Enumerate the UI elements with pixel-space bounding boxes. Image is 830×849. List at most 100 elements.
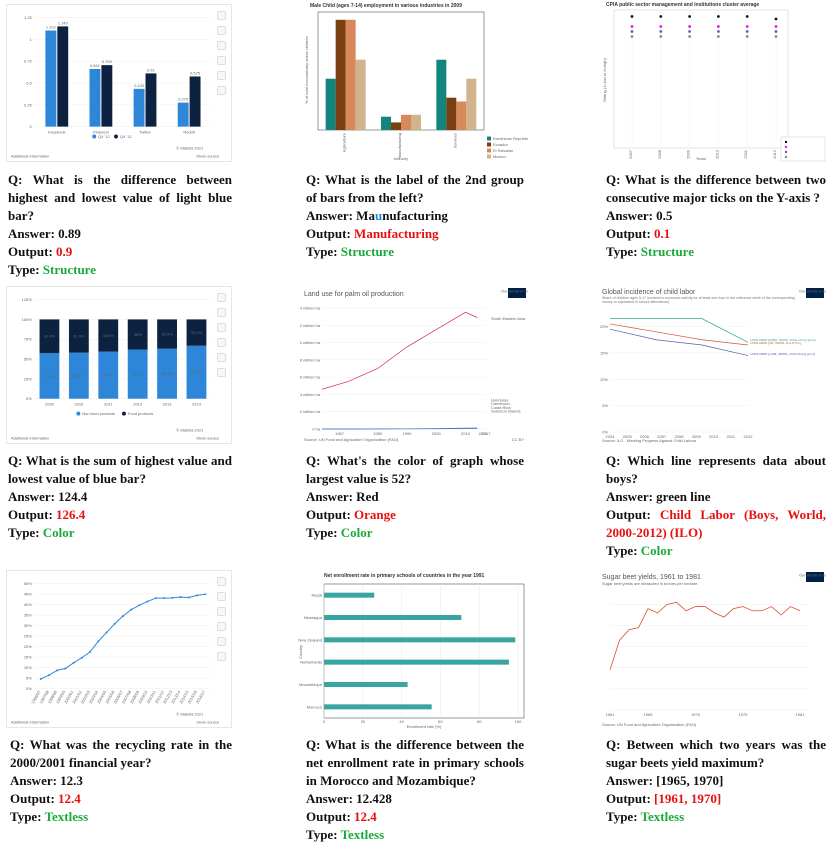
- x-tick-label: 2016: [479, 431, 489, 436]
- data-point: [630, 25, 634, 28]
- data-point: [47, 674, 50, 677]
- chart-thumbnail-7: 0% 5% 10% 15% 20% 25% 30% 35% 40% 45% 50% 1996/97 19…: [6, 570, 232, 728]
- chart-title: Sugar beet yields, 1961 to 1981: [602, 574, 701, 581]
- star-icon[interactable]: [217, 26, 226, 35]
- x-tick-label: Twitter: [139, 130, 151, 135]
- quote-icon[interactable]: [217, 637, 226, 646]
- answer-text: Answer: 12.3: [10, 773, 83, 788]
- x-tick-label: 1975: [739, 712, 749, 717]
- y-tick-label: 0.25: [24, 102, 32, 107]
- data-point: [630, 30, 634, 33]
- x-tick-label: Manufacturing: [397, 133, 402, 158]
- bell-icon[interactable]: [217, 293, 226, 302]
- star-icon[interactable]: [217, 308, 226, 317]
- data-label: 0.705: [102, 59, 113, 64]
- data-point: [97, 640, 100, 643]
- y-tick-label: 50%: [24, 581, 32, 586]
- answer-text: Answer: green line: [606, 489, 711, 504]
- download-icon[interactable]: [217, 607, 226, 616]
- data-point: [717, 30, 720, 33]
- output-text: Output: Manufacturing: [306, 226, 439, 241]
- legend-marker: [76, 411, 81, 416]
- series-label: Child Labor (Girls, World, 2000-2012) (I…: [750, 353, 815, 356]
- data-point: [630, 15, 634, 18]
- question-text: Q: What is the difference between two co…: [606, 172, 826, 205]
- legend-marker: [784, 155, 788, 159]
- bar-segment: [68, 352, 89, 399]
- type-text: Type: Color: [306, 525, 373, 540]
- chart-title: Land use for palm oil production: [304, 291, 404, 298]
- download-icon[interactable]: [217, 41, 226, 50]
- answer-text: Answer: 0.89: [8, 226, 81, 241]
- chart-thumbnail-8: Net enrollment rate in primary schools o…: [298, 570, 530, 730]
- bar: [324, 704, 432, 710]
- bar: [436, 59, 447, 131]
- share-icon[interactable]: [217, 338, 226, 347]
- legend-label: Ecuador: [493, 142, 509, 147]
- x-tick-label: 2004: [606, 434, 616, 439]
- y-tick-label: 20%: [600, 324, 608, 329]
- y-tick-label: 25%: [24, 376, 32, 381]
- x-tick-label: 2009: [45, 402, 55, 407]
- x-tick-label: 2016/17: [195, 690, 206, 705]
- y-tick-label: 15%: [24, 655, 32, 660]
- owid-logo-text: Our World in Data: [501, 289, 528, 294]
- data-point: [171, 596, 174, 599]
- data-point: [745, 30, 749, 33]
- download-icon[interactable]: [217, 323, 226, 332]
- bar: [324, 659, 509, 665]
- x-tick-label: 80: [477, 719, 482, 724]
- source-text: © Statista 2021: [176, 711, 203, 716]
- y-tick-label: Netherlands: [300, 660, 322, 665]
- line-chart-5: Land use for palm oil production Our Worl…: [300, 288, 528, 442]
- bar: [324, 682, 408, 687]
- legend-label: Q4 '12: [98, 134, 110, 139]
- data-point: [717, 35, 720, 38]
- x-tick-label: 1961: [606, 712, 616, 717]
- data-point: [659, 30, 663, 33]
- chart-subtitle: Share of children ages 5-17 involved in …: [602, 296, 795, 304]
- print-icon[interactable]: [217, 368, 226, 377]
- chart-title: Global incidence of child labor: [602, 289, 696, 296]
- chart-thumbnail-6: Global incidence of child labor Share of …: [598, 286, 826, 446]
- legend-label: Cameroon: [491, 401, 510, 406]
- data-point: [121, 615, 124, 618]
- legend-label: Q4 '13: [120, 134, 132, 139]
- bar: [101, 65, 113, 127]
- series-line: [321, 311, 478, 390]
- chart-toolbar: [217, 577, 227, 667]
- data-label: 0.275: [178, 97, 189, 102]
- data-point: [187, 596, 190, 599]
- output-text: Output: 12.4: [10, 791, 81, 806]
- y-tick-label: 25%: [24, 634, 32, 639]
- plot-frame: [613, 9, 789, 149]
- bar: [401, 114, 411, 130]
- data-point: [688, 35, 691, 38]
- stacked-bar-chart-4: 0% 25% 50% 75% 100% 125% 57.6% 42.4% 2009 58.1% 41…: [11, 297, 220, 440]
- y-tick-label: 2 million ha: [300, 409, 321, 414]
- data-point: [130, 608, 133, 611]
- data-label: 38%: [134, 332, 142, 337]
- bar: [133, 88, 145, 127]
- bar: [411, 114, 421, 130]
- plot-frame: [323, 583, 525, 719]
- legend-marker: [487, 148, 491, 153]
- question-text: Q: What is the sum of highest value and …: [8, 453, 232, 486]
- output-text: Output: 0.1: [606, 226, 671, 241]
- bell-icon[interactable]: [217, 577, 226, 586]
- star-icon[interactable]: [217, 592, 226, 601]
- bell-icon[interactable]: [217, 11, 226, 20]
- print-icon[interactable]: [217, 86, 226, 95]
- data-point: [89, 650, 92, 653]
- share-icon[interactable]: [217, 56, 226, 65]
- data-point: [196, 594, 198, 597]
- quote-icon[interactable]: [217, 71, 226, 80]
- share-icon[interactable]: [217, 622, 226, 631]
- x-tick-label: 2011/12: [154, 690, 165, 705]
- quote-icon[interactable]: [217, 353, 226, 362]
- data-label: 1.149: [58, 20, 69, 25]
- print-icon[interactable]: [217, 652, 226, 661]
- show-source-link: Show source: [196, 153, 220, 158]
- bar-segment: [68, 319, 89, 353]
